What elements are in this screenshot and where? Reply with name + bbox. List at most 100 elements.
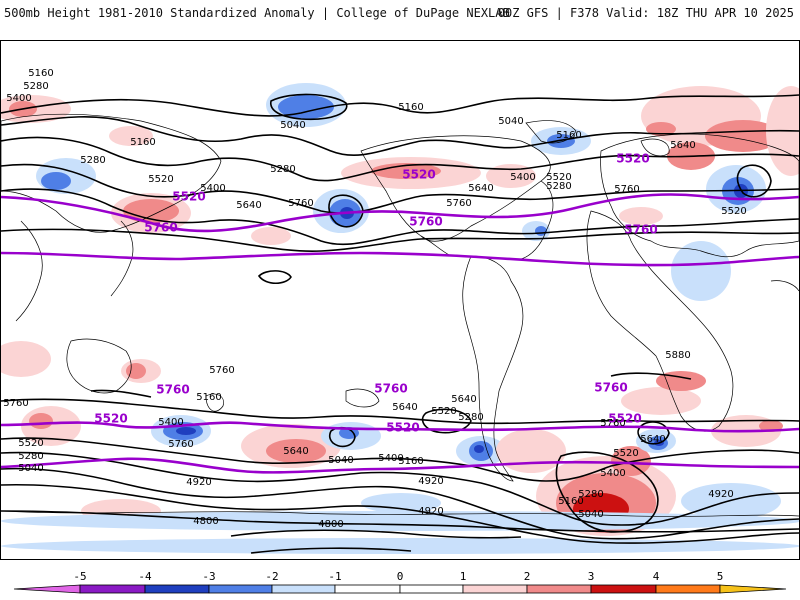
colorbar-swatch — [271, 584, 336, 594]
anomaly-blob — [535, 226, 547, 236]
anomaly-blob — [29, 413, 53, 429]
highlight-contours — [1, 193, 799, 474]
anomaly-blob — [1, 511, 799, 531]
coastline — [360, 135, 551, 242]
anomaly-blob — [1, 538, 799, 554]
height-contour — [637, 421, 670, 445]
contour-label: 5040 — [328, 455, 353, 466]
contour-label: 4920 — [186, 477, 211, 488]
height-contour — [90, 389, 152, 398]
contour-label: 5280 — [23, 81, 48, 92]
coastline — [66, 338, 132, 394]
contour-label: 4800 — [193, 516, 218, 527]
contour-labels: 5160 5280 5400 5160 5040 5160 5280 5280 5520 5400… — [3, 68, 746, 530]
contour-label: 5280 — [18, 451, 43, 462]
coastline — [770, 280, 799, 292]
anomaly-blob — [759, 420, 783, 432]
colorbar-tick-label: 3 — [588, 570, 595, 583]
contour-label: 5160 — [196, 392, 221, 403]
coastline — [345, 388, 380, 408]
highlight-contour — [1, 457, 799, 474]
contour-label: 5040 — [578, 509, 603, 520]
height-contour — [555, 451, 659, 533]
contour-label: 4920 — [708, 489, 733, 500]
anomaly-blob — [621, 387, 701, 415]
anomaly-blob — [266, 439, 326, 463]
anomaly-blob — [109, 126, 153, 146]
highlight-contour-label: 5760 — [624, 223, 657, 237]
height-contour — [1, 163, 799, 214]
land-outlines — [1, 113, 799, 517]
contour-label: 5160 — [28, 68, 53, 79]
height-contour — [1, 398, 799, 425]
model-run-info: 00Z GFS | F378 Valid: 18Z THU APR 10 202… — [497, 6, 794, 20]
colorbar-tick-label: -1 — [328, 570, 341, 583]
map-canvas: 5160 5280 5400 5160 5040 5160 5280 5280 5520 5400… — [1, 68, 799, 554]
highlight-contour — [1, 193, 799, 233]
colorbar-tick-label: -2 — [265, 570, 278, 583]
colorbar-swatch — [334, 584, 401, 594]
height-contour — [270, 93, 348, 121]
contour-label: 5400 — [600, 468, 625, 479]
highlight-contour-label: 5520 — [608, 412, 641, 426]
coastline — [520, 180, 554, 260]
height-contour — [421, 408, 472, 434]
contour-label: 5400 — [158, 417, 183, 428]
contour-label: 4920 — [418, 506, 443, 517]
contour-label: 5520 — [431, 406, 456, 417]
highlight-contour-label: 5760 — [594, 381, 627, 395]
contour-label: 5280 — [578, 489, 603, 500]
contour-label: 5160 — [556, 130, 581, 141]
contour-label: 5520 — [613, 448, 638, 459]
colorbar-tick-label: 5 — [717, 570, 724, 583]
height-contour — [736, 164, 772, 198]
contour-label: 5880 — [665, 350, 690, 361]
contour-label: 5760 — [614, 184, 639, 195]
colorbar-tick-label: 0 — [397, 570, 404, 583]
colorbar-tick-label: -4 — [138, 570, 152, 583]
colorbar-swatches — [13, 584, 787, 594]
contour-label: 5400 — [510, 172, 535, 183]
anomaly-blob — [646, 122, 676, 136]
highlight-contour-label: 5520 — [616, 152, 649, 166]
height-contour — [1, 116, 799, 156]
anomaly-blob — [278, 95, 334, 119]
colorbar-tick-labels: -5 -4 -3 -2 -1 0 1 2 3 4 5 — [73, 570, 723, 583]
contour-label: 5760 — [168, 439, 193, 450]
height-contour — [1, 94, 799, 117]
contour-label: 5760 — [446, 198, 471, 209]
colorbar-swatch — [144, 584, 210, 594]
contour-label: 5520 — [721, 206, 746, 217]
contour-label: 5040 — [498, 116, 523, 127]
anomaly-blob — [251, 227, 291, 245]
highlight-contour — [1, 251, 799, 267]
highlight-contour-label: 5520 — [94, 412, 127, 426]
highlight-contour-label: 5520 — [402, 168, 435, 182]
contour-label: 5760 — [3, 398, 28, 409]
anomaly-shading — [1, 83, 799, 554]
anomaly-blob — [176, 427, 196, 435]
contour-label: 5760 — [209, 365, 234, 376]
colorbar-tick-label: -5 — [73, 570, 86, 583]
colorbar-swatch — [719, 584, 787, 594]
height-contour — [1, 437, 799, 482]
contour-label: 5640 — [468, 183, 493, 194]
anomaly-blob — [671, 241, 731, 301]
colorbar-tick-label: 4 — [653, 570, 660, 583]
colorbar-swatch — [13, 584, 81, 594]
contour-label: 4800 — [318, 519, 343, 530]
contour-label: 5640 — [451, 394, 476, 405]
contour-label: 5520 — [148, 174, 173, 185]
anomaly-blob — [1, 341, 51, 377]
height-contours — [1, 93, 799, 554]
contour-label: 5640 — [392, 402, 417, 413]
height-contour — [1, 483, 799, 544]
contour-label: 5280 — [270, 164, 295, 175]
contour-label: 5040 — [18, 463, 43, 474]
height-contour — [328, 194, 364, 228]
contour-label: 5160 — [398, 456, 423, 467]
highlight-contour-label: 5520 — [386, 421, 419, 435]
anomaly-blob — [474, 445, 484, 453]
colorbar: -5 -4 -3 -2 -1 0 1 2 3 4 5 — [13, 570, 787, 594]
coastline — [205, 393, 224, 412]
